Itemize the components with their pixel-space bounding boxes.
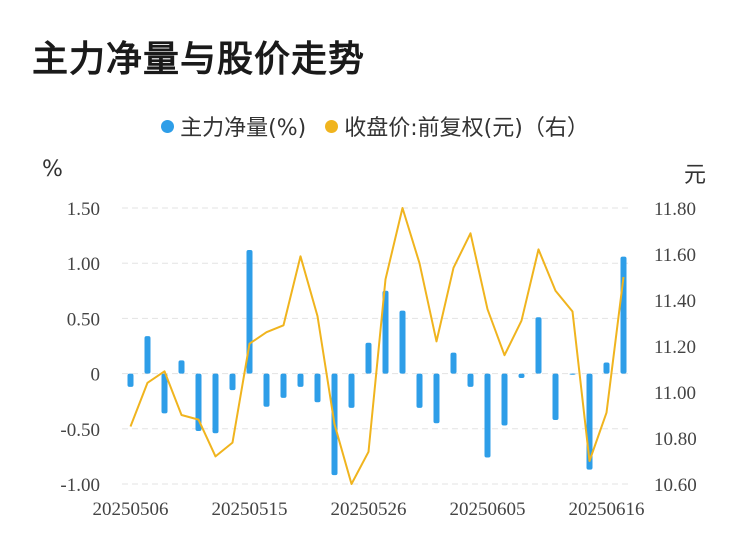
x-axis: 20250506 20250515 20250526 20250605 20250616 (93, 499, 645, 520)
y-right-tick-1: 11.60 (654, 245, 696, 266)
legend-dot-net (161, 119, 175, 133)
bar-20250529[interactable] (416, 373, 423, 408)
bar-20250520[interactable] (297, 373, 304, 387)
bar-20250617[interactable] (620, 256, 627, 374)
bar-20250528[interactable] (399, 310, 406, 374)
bar-20250604[interactable] (467, 373, 474, 387)
bar-20250508[interactable] (161, 373, 168, 414)
y-right-tick-6: 10.60 (654, 475, 697, 496)
chart-title: 主力净量与股价走势 (32, 39, 366, 80)
y-right-tick-0: 11.80 (654, 199, 696, 220)
y-axis-left: 1.50 1.00 0.50 0 -0.50 -1.00 (60, 199, 100, 496)
bar-20250616[interactable] (603, 362, 610, 374)
bar-20250606[interactable] (501, 373, 508, 426)
bar-20250509[interactable] (178, 360, 185, 374)
bar-20250530[interactable] (433, 373, 440, 424)
bar-20250527[interactable] (382, 290, 389, 374)
x-tick-1: 20250515 (212, 499, 288, 520)
x-tick-3: 20250605 (450, 499, 526, 520)
y-right-tick-3: 11.20 (654, 337, 696, 358)
y-right-tick-5: 10.80 (654, 429, 697, 450)
x-tick-4: 20250616 (569, 499, 645, 520)
y-left-tick-1: 1.00 (67, 254, 100, 275)
right-axis-unit: 元 (684, 163, 707, 188)
bar-20250513[interactable] (212, 373, 219, 434)
legend-item-net[interactable]: 主力净量(%) (161, 110, 306, 142)
bar-20250605[interactable] (484, 373, 491, 458)
legend-item-price[interactable]: 收盘价:前复权(元)（右） (325, 110, 589, 142)
y-left-tick-0: 1.50 (67, 199, 100, 220)
x-tick-2: 20250526 (331, 499, 407, 520)
bar-20250516[interactable] (263, 373, 270, 407)
bar-20250526[interactable] (365, 342, 372, 374)
bar-20250603[interactable] (450, 352, 457, 374)
price-line[interactable] (129, 207, 625, 485)
legend-label-price: 收盘价:前复权(元)（右） (344, 116, 589, 141)
bar-20250514[interactable] (229, 373, 236, 391)
bar-20250506[interactable] (127, 373, 134, 387)
bar-20250507[interactable] (144, 336, 151, 374)
bar-20250609[interactable] (518, 373, 525, 379)
bar-20250523[interactable] (348, 373, 355, 408)
y-left-tick-4: -0.50 (60, 420, 100, 441)
y-axis-right: 11.80 11.60 11.40 11.20 11.00 10.80 10.60 (654, 199, 697, 496)
bar-20250610[interactable] (535, 317, 542, 374)
y-left-tick-3: 0 (91, 365, 101, 386)
y-right-tick-2: 11.40 (654, 291, 696, 312)
y-right-tick-4: 11.00 (654, 383, 696, 404)
line-series-price (129, 207, 625, 485)
bar-20250611[interactable] (552, 373, 559, 420)
bar-20250521[interactable] (314, 373, 321, 403)
bar-20250612[interactable] (569, 373, 576, 375)
y-left-tick-5: -1.00 (60, 475, 100, 496)
legend-label-net: 主力净量(%) (180, 116, 307, 141)
bar-20250519[interactable] (280, 373, 287, 398)
bar-series-net (127, 249, 627, 476)
legend: 主力净量(%) 收盘价:前复权(元)（右） (0, 110, 750, 142)
y-left-tick-2: 0.50 (67, 309, 100, 330)
bar-20250512[interactable] (195, 373, 202, 432)
left-axis-unit: % (42, 157, 63, 182)
grid-lines (122, 207, 632, 485)
x-tick-0: 20250506 (93, 499, 169, 520)
legend-dot-price (325, 119, 339, 133)
